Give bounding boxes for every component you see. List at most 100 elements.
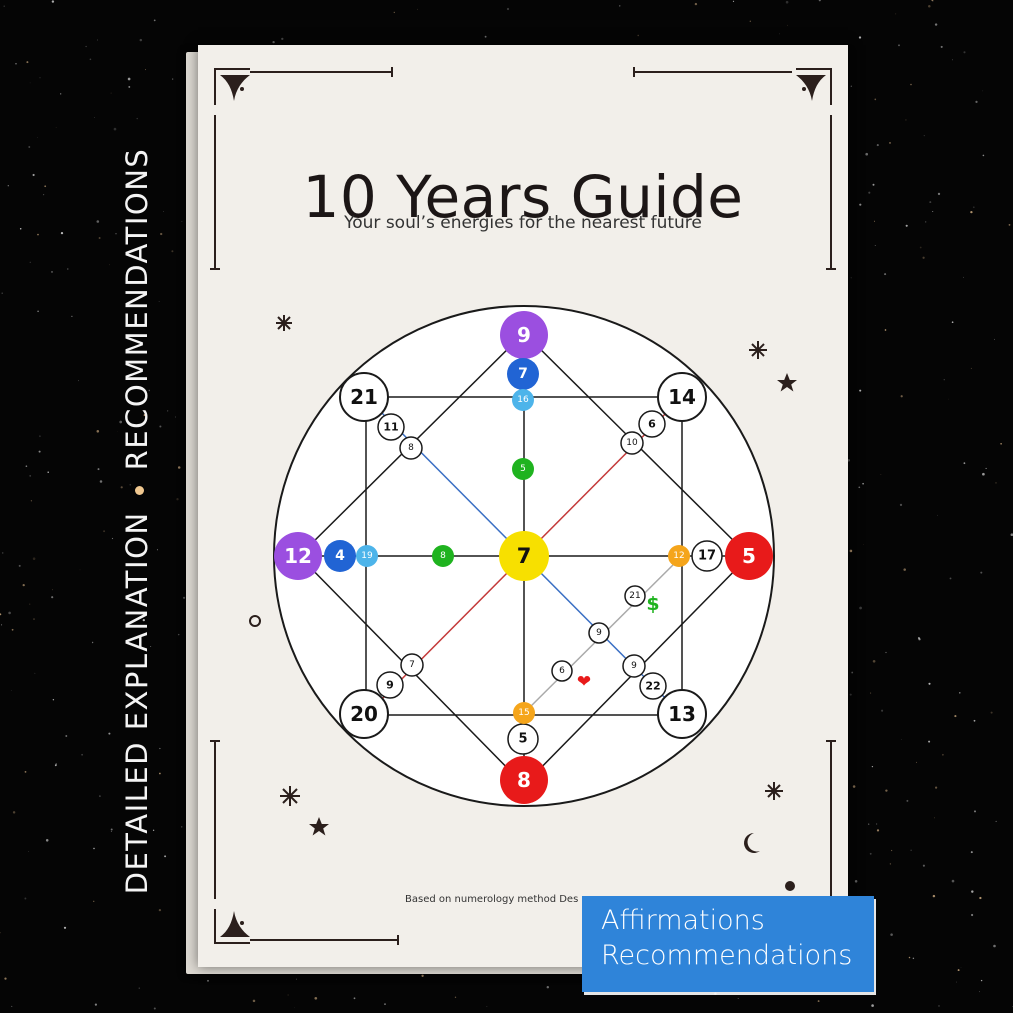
node-money-love-middle-node: 9 (588, 622, 610, 644)
node-top-center-line-circle (512, 458, 534, 480)
badge-line-affirmations: Affirmations (601, 905, 765, 936)
dot-icon (785, 881, 795, 891)
node-corner-br-outer-circle (657, 689, 707, 739)
side-label-recommendations: RECOMMENDATIONS (120, 147, 154, 471)
node-left-inner-circle (356, 545, 378, 567)
node-corner-bl-mid-value: 9 (386, 679, 394, 692)
node-right-mid-circle (691, 540, 723, 572)
money-symbol: $ (646, 593, 659, 615)
node-bottom-outer: 8 (500, 756, 548, 804)
node-top-inner-circle (512, 389, 534, 411)
node-corner-tl-outer-circle (339, 372, 389, 422)
node-right-outer: 5 (725, 532, 773, 580)
node-top-outer-circle (500, 311, 548, 359)
node-right-mid-value: 17 (698, 549, 716, 564)
node-top-outer-value: 9 (517, 323, 531, 347)
node-top-inner: 16 (512, 389, 534, 411)
node-corner-tr-outer-circle (657, 372, 707, 422)
node-corner-bl-inner-value: 7 (409, 660, 415, 670)
node-center: 7 (499, 531, 549, 581)
node-corner-bl-outer: 20 (339, 689, 389, 739)
star-icon (309, 817, 329, 836)
node-left-mid-circle (324, 540, 356, 572)
node-love-node: 6 (551, 660, 573, 682)
node-bottom-inner: 15 (513, 702, 535, 724)
node-corner-bl-outer-value: 20 (350, 702, 378, 726)
sparkle-icon (765, 782, 783, 800)
node-money-node: 21 (624, 585, 646, 607)
node-right-outer-circle (725, 532, 773, 580)
node-corner-bl-inner: 7 (400, 653, 424, 677)
moon-icon (743, 833, 760, 853)
node-corner-tl-inner-circle (399, 436, 423, 460)
node-corner-br-mid-circle (639, 672, 667, 700)
book-cover: 10 Years Guide Your soul’s energies for … (198, 45, 848, 967)
node-center-value: 7 (517, 544, 532, 568)
node-corner-br-outer: 13 (657, 689, 707, 739)
node-top-center-line-value: 5 (520, 464, 526, 474)
node-bottom-inner-value: 15 (518, 708, 529, 718)
node-corner-bl-mid: 9 (376, 671, 404, 699)
node-bottom-inner-circle (513, 702, 535, 724)
decorative-frame (210, 67, 836, 945)
node-corner-tl-mid-circle (377, 413, 405, 441)
node-corner-tr-outer: 14 (657, 372, 707, 422)
node-right-inner-circle (668, 545, 690, 567)
node-left-center-line-circle (432, 545, 454, 567)
node-bottom-outer-value: 8 (517, 768, 531, 792)
side-label-detailed-explanation: DETAILED EXPLANATION (120, 511, 154, 895)
node-corner-tr-mid: 6 (638, 410, 666, 438)
node-corner-br-inner-value: 9 (631, 661, 637, 671)
node-right-inner-value: 12 (673, 551, 684, 561)
node-corner-tr-mid-circle (638, 410, 666, 438)
node-corner-tl-inner-value: 8 (408, 443, 414, 453)
heart-icon: ❤ (577, 672, 591, 692)
node-corner-tl-mid: 11 (377, 413, 405, 441)
node-corner-tr-inner-value: 10 (626, 438, 638, 448)
sparkle-icon (276, 315, 292, 331)
node-top-mid: 7 (507, 358, 539, 390)
badge-line-recommendations: Recommendations (601, 940, 853, 971)
node-top-inner-value: 16 (517, 395, 529, 405)
node-corner-tl-outer-value: 21 (350, 385, 378, 409)
node-bottom-mid-circle (507, 723, 539, 755)
node-corner-br-mid: 22 (639, 672, 667, 700)
node-corner-tr-mid-value: 6 (648, 418, 656, 431)
affirmations-badge: Affirmations Recommendations (582, 896, 874, 992)
node-love-node-circle (551, 660, 573, 682)
node-left-inner-value: 19 (361, 551, 373, 561)
node-corner-tr-inner-circle (620, 431, 644, 455)
node-left-outer-value: 12 (284, 544, 312, 568)
node-corner-br-inner-circle (622, 654, 646, 678)
book-title: 10 Years Guide (302, 163, 744, 231)
node-corner-tl-inner: 8 (399, 436, 423, 460)
node-corner-tr-outer-value: 14 (668, 385, 696, 409)
node-corner-tl-mid-value: 11 (383, 421, 398, 434)
node-corner-bl-inner-circle (400, 653, 424, 677)
node-top-outer: 9 (500, 311, 548, 359)
node-left-outer-circle (274, 532, 322, 580)
node-corner-tr-inner: 10 (620, 431, 644, 455)
node-corner-br-inner: 9 (622, 654, 646, 678)
node-corner-tl-outer: 21 (339, 372, 389, 422)
node-right-inner: 12 (668, 545, 690, 567)
node-center-circle (499, 531, 549, 581)
node-left-center-line: 8 (432, 545, 454, 567)
node-left-center-line-value: 8 (440, 551, 446, 561)
ring-icon (249, 615, 261, 627)
node-corner-br-mid-value: 22 (645, 680, 660, 693)
node-money-love-middle-node-circle (588, 622, 610, 644)
node-top-mid-value: 7 (518, 366, 528, 382)
node-money-love-middle-node-value: 9 (596, 628, 602, 638)
node-left-outer: 12 (274, 532, 322, 580)
sparkle-icon (749, 341, 767, 359)
node-right-mid: 17 (691, 540, 723, 572)
sparkle-icon (280, 786, 300, 806)
footer-note: Based on numerology method Des (405, 894, 579, 905)
node-left-mid: 4 (324, 540, 356, 572)
node-bottom-mid-value: 5 (518, 732, 527, 747)
book-subtitle: Your soul’s energies for the nearest fut… (344, 213, 702, 233)
node-corner-bl-mid-circle (376, 671, 404, 699)
numerology-diagram: $ ❤ 9 7 16 5 12 4 19 8 7 5 17 12 8 5 15 21 11 8 14 6 10 20 9 7 1… (273, 305, 775, 807)
side-label: DETAILED EXPLANATION RECOMMENDATIONS (120, 71, 154, 971)
